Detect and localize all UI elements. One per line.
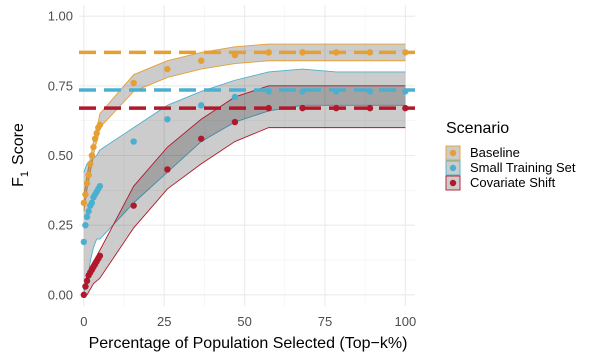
- point-baseline-19: [402, 49, 409, 56]
- point-small-training-set-14: [231, 93, 239, 101]
- point-baseline-0: [80, 199, 88, 207]
- legend-item-small-training-set: Small Training Set: [445, 160, 576, 176]
- y-tick-label-1: 0.25: [48, 218, 73, 233]
- point-small-training-set-3: [85, 208, 92, 215]
- point-baseline-15: [265, 49, 272, 56]
- point-baseline-6: [90, 143, 97, 151]
- point-baseline-3: [85, 171, 92, 179]
- point-baseline-10: [96, 121, 104, 129]
- legend-label-baseline: Baseline: [470, 145, 520, 160]
- point-small-training-set-13: [197, 102, 205, 109]
- x-tick-label-3: 75: [318, 314, 332, 329]
- point-covariate-shift-17: [333, 104, 340, 112]
- point-small-training-set-5: [88, 199, 96, 207]
- point-baseline-16: [299, 49, 306, 56]
- y-axis-title-subscript: 1: [19, 171, 31, 177]
- band-lower-covariate-shift: [83, 127, 406, 296]
- y-tick-label-2: 0.50: [48, 148, 73, 163]
- data-points: [80, 49, 409, 299]
- legend-item-covariate-shift: Covariate Shift: [445, 175, 556, 191]
- point-baseline-8: [93, 130, 100, 137]
- y-tick-label-4: 1.00: [48, 9, 73, 24]
- point-covariate-shift-13: [197, 135, 205, 142]
- y-axis-title: F1 Score: [10, 123, 31, 187]
- point-baseline-14: [231, 51, 239, 59]
- x-tick-label-0: 0: [80, 314, 87, 329]
- point-small-training-set-11: [130, 138, 137, 145]
- point-baseline-12: [164, 65, 171, 73]
- legend-label-small-training-set: Small Training Set: [470, 160, 576, 175]
- x-tick-label-4: 100: [395, 314, 417, 329]
- point-small-training-set-1: [82, 221, 89, 229]
- point-baseline-2: [83, 180, 91, 187]
- legend-marker-baseline: [449, 149, 457, 157]
- point-covariate-shift-16: [299, 104, 306, 112]
- point-covariate-shift-14: [231, 118, 239, 126]
- band-small-training-set: [83, 69, 406, 293]
- point-small-training-set-12: [164, 116, 171, 123]
- tick-labels: 0 25 50 75 100 0.00 0.25 0.50 0.75 1.00: [48, 9, 417, 329]
- point-small-training-set-17: [333, 88, 340, 95]
- point-covariate-shift-12: [164, 166, 171, 173]
- point-small-training-set-2: [83, 213, 91, 221]
- point-covariate-shift-11: [130, 202, 137, 209]
- legend-item-baseline: Baseline: [445, 145, 520, 161]
- point-baseline-5: [88, 152, 96, 159]
- point-covariate-shift-10: [96, 252, 104, 260]
- y-axis-title-main: F: [10, 177, 27, 187]
- point-covariate-shift-0: [80, 291, 88, 299]
- point-small-training-set-15: [265, 88, 272, 95]
- point-small-training-set-19: [402, 88, 409, 95]
- point-baseline-1: [82, 191, 89, 198]
- point-baseline-7: [91, 135, 99, 142]
- y-axis-title-rest: Score: [10, 123, 27, 165]
- legend-title: Scenario: [446, 120, 509, 137]
- band-upper-small-training-set: [83, 68, 406, 173]
- legend-marker-covariate-shift: [449, 179, 457, 187]
- y-tick-label-0: 0.00: [48, 287, 73, 302]
- point-baseline-17: [333, 49, 340, 56]
- point-baseline-4: [87, 160, 94, 168]
- grid-layer: [79, 5, 415, 306]
- point-small-training-set-10: [96, 182, 104, 190]
- point-covariate-shift-1: [82, 283, 89, 290]
- legend-marker-small-training-set: [449, 164, 457, 172]
- point-covariate-shift-19: [402, 104, 409, 112]
- band-covariate-shift: [83, 85, 406, 295]
- point-covariate-shift-15: [265, 104, 272, 112]
- point-baseline-11: [130, 79, 137, 87]
- point-small-training-set-0: [80, 238, 88, 246]
- point-baseline-13: [197, 57, 205, 64]
- point-small-training-set-18: [366, 88, 374, 95]
- point-small-training-set-16: [299, 88, 306, 95]
- x-tick-label-2: 50: [237, 314, 251, 329]
- point-covariate-shift-18: [366, 104, 374, 112]
- reference-lines: [79, 50, 415, 110]
- x-axis-title: Percentage of Population Selected (Top−k…: [89, 335, 408, 352]
- legend-label-covariate-shift: Covariate Shift: [470, 175, 556, 190]
- y-tick-label-3: 0.75: [48, 78, 73, 93]
- point-covariate-shift-2: [83, 277, 91, 285]
- point-baseline-18: [366, 49, 374, 56]
- x-tick-label-1: 25: [157, 314, 171, 329]
